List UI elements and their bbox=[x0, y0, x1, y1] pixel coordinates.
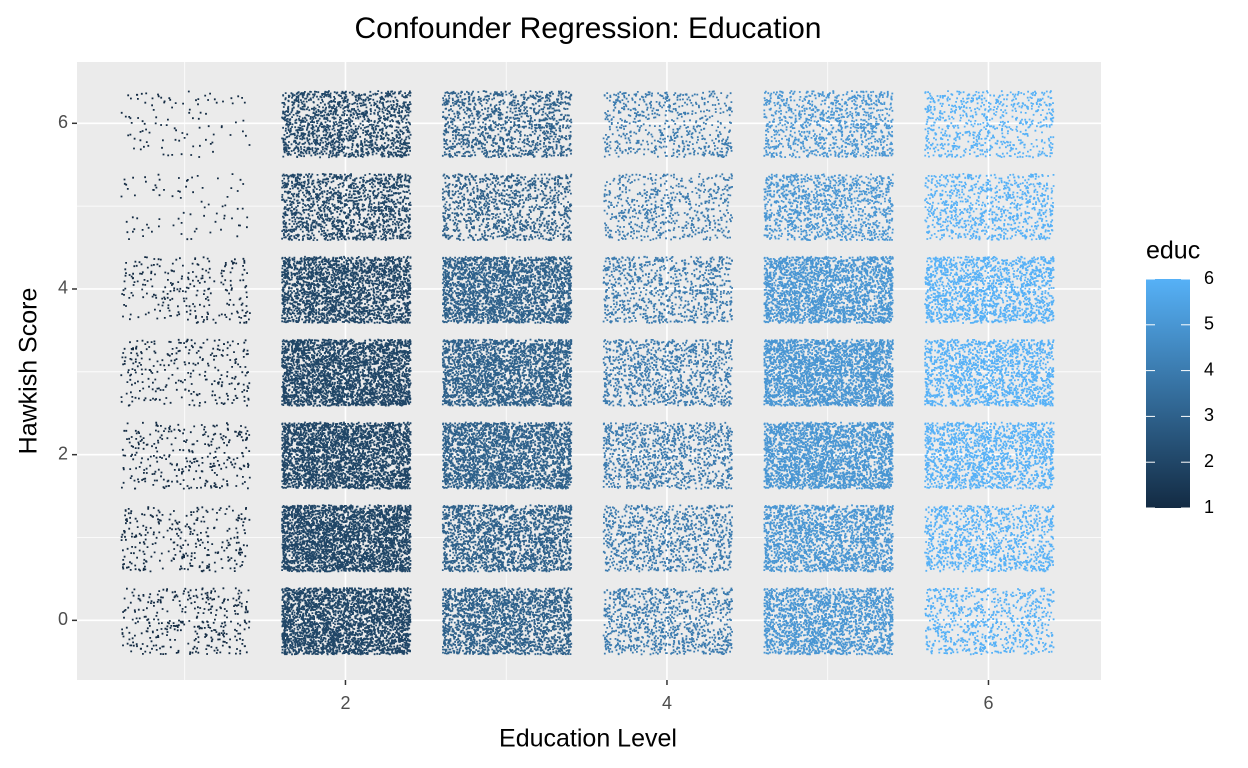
point-cluster bbox=[441, 173, 573, 241]
point-cluster bbox=[602, 90, 733, 158]
point-cluster bbox=[924, 255, 1055, 324]
x-tick-label: 4 bbox=[662, 693, 672, 713]
chart-title: Confounder Regression: Education bbox=[355, 12, 822, 45]
point-cluster bbox=[281, 587, 412, 656]
point-cluster bbox=[763, 421, 894, 490]
point-cluster bbox=[281, 504, 412, 573]
point-cluster bbox=[602, 504, 733, 573]
colorbar-label: 3 bbox=[1204, 405, 1214, 425]
point-cluster bbox=[281, 255, 412, 324]
point-cluster bbox=[924, 587, 1055, 656]
point-cluster bbox=[120, 173, 249, 241]
point-cluster bbox=[602, 255, 733, 324]
point-cluster bbox=[924, 173, 1055, 241]
point-cluster bbox=[763, 173, 894, 241]
x-tick-label: 2 bbox=[340, 693, 350, 713]
point-cluster bbox=[763, 504, 894, 573]
point-cluster bbox=[441, 90, 573, 159]
point-cluster bbox=[281, 90, 412, 159]
y-tick-label: 0 bbox=[58, 609, 68, 629]
point-cluster bbox=[924, 338, 1055, 407]
point-cluster bbox=[120, 338, 251, 407]
y-tick-label: 6 bbox=[58, 112, 68, 132]
point-cluster bbox=[763, 90, 894, 159]
point-cluster bbox=[924, 504, 1055, 573]
colorbar-label: 4 bbox=[1204, 359, 1214, 379]
point-cluster bbox=[441, 421, 573, 490]
point-cluster bbox=[763, 338, 894, 407]
point-cluster bbox=[121, 256, 251, 324]
y-axis-title: Hawkish Score bbox=[15, 288, 43, 455]
x-tick-label: 6 bbox=[983, 693, 993, 713]
point-cluster bbox=[281, 421, 412, 490]
legend-title: educ bbox=[1146, 237, 1200, 265]
point-cluster bbox=[121, 587, 251, 655]
point-cluster bbox=[441, 255, 573, 324]
point-cluster bbox=[281, 338, 412, 407]
point-cluster bbox=[442, 587, 573, 656]
point-cluster bbox=[924, 90, 1055, 159]
y-tick-label: 2 bbox=[58, 443, 68, 463]
colorbar-label: 1 bbox=[1204, 497, 1214, 517]
point-cluster bbox=[603, 173, 733, 242]
point-cluster bbox=[602, 421, 733, 490]
point-cluster bbox=[441, 504, 573, 573]
point-cluster bbox=[602, 587, 733, 656]
point-cluster bbox=[763, 587, 894, 656]
y-tick-label: 4 bbox=[58, 278, 68, 298]
colorbar bbox=[1146, 279, 1190, 508]
point-cluster bbox=[763, 255, 894, 324]
x-axis-title: Education Level bbox=[499, 725, 677, 753]
point-cluster bbox=[924, 421, 1055, 490]
point-cluster bbox=[281, 173, 412, 241]
panel bbox=[77, 62, 1101, 680]
colorbar-label: 5 bbox=[1204, 314, 1214, 334]
point-cluster bbox=[602, 338, 733, 407]
point-cluster bbox=[441, 338, 573, 407]
colorbar-label: 2 bbox=[1204, 451, 1214, 471]
colorbar-label: 6 bbox=[1204, 268, 1214, 288]
